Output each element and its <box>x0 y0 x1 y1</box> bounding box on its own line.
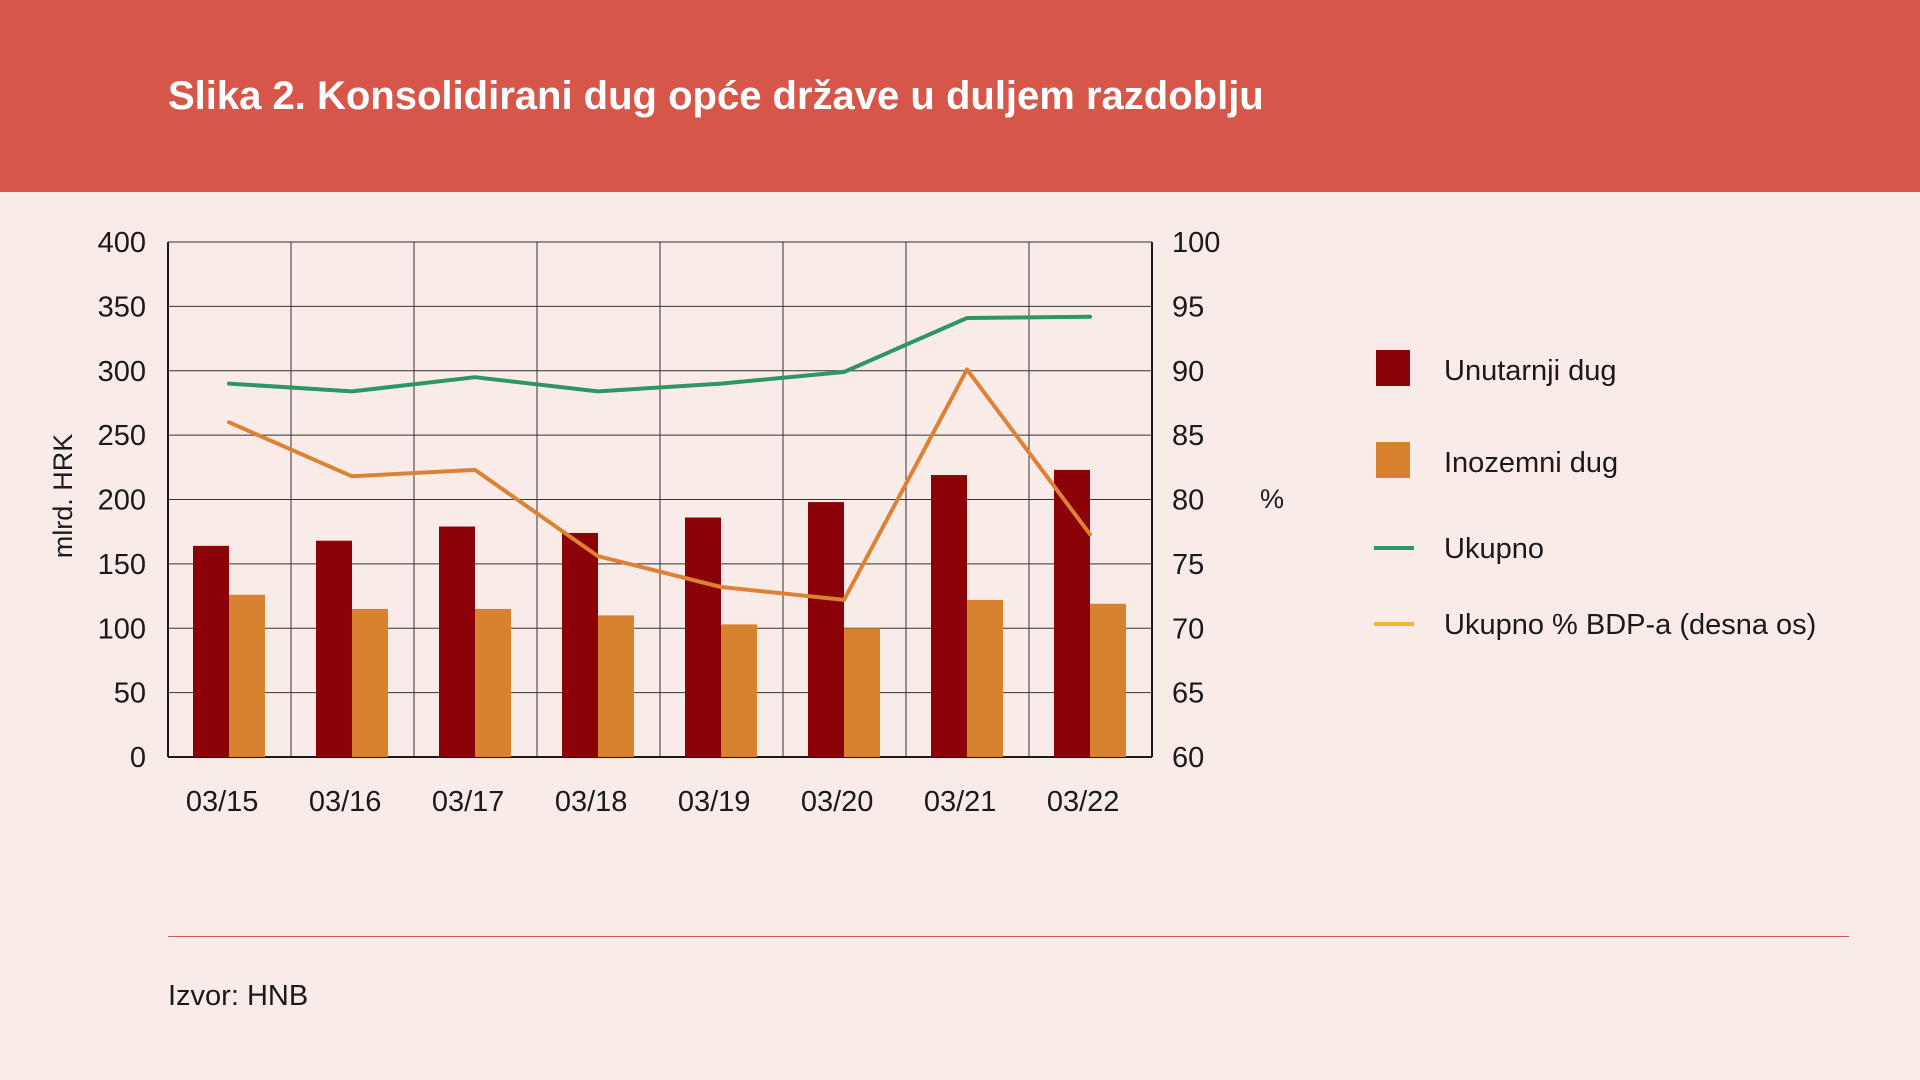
y-tick-right: 65 <box>1172 678 1204 710</box>
bar-domestic <box>316 540 352 757</box>
bar-domestic <box>1054 469 1090 757</box>
legend-label: Ukupno <box>1444 533 1544 565</box>
bar-domestic <box>685 517 721 757</box>
y-tick-left: 200 <box>98 485 146 517</box>
x-tick-label: 03/18 <box>555 786 628 818</box>
legend-swatch <box>1376 350 1410 386</box>
bar-foreign <box>1090 603 1126 757</box>
y-tick-right: 80 <box>1172 485 1204 517</box>
y-tick-left: 250 <box>98 420 146 452</box>
legend-label: Inozemni dug <box>1444 447 1618 479</box>
line-total-pct <box>227 367 1092 602</box>
y-tick-left: 300 <box>98 356 146 388</box>
bar-domestic <box>562 532 598 757</box>
debt-chart: 0 60 50 65 100 70 150 75 200 80 250 85 300 90 350 95 400… <box>48 227 1816 818</box>
bar-domestic <box>931 475 967 757</box>
y-axis-left-title: mlrd. HRK <box>48 434 78 559</box>
x-tick-label: 03/21 <box>924 786 997 818</box>
x-tick-label: 03/16 <box>309 786 382 818</box>
x-tick-label: 03/17 <box>432 786 505 818</box>
x-tick-label: 03/15 <box>186 786 259 818</box>
y-tick-left: 50 <box>114 678 146 710</box>
y-tick-left: 400 <box>98 227 146 259</box>
x-tick-label: 03/22 <box>1047 786 1120 818</box>
tick-labels: 0 60 50 65 100 70 150 75 200 80 250 85 300 90 350 95 400… <box>98 227 1221 818</box>
title-banner: Slika 2. Konsolidirani dug opće države u… <box>0 0 1920 192</box>
y-tick-right: 95 <box>1172 291 1204 323</box>
line-total <box>227 314 1092 394</box>
legend-swatch <box>1376 442 1410 478</box>
bar-domestic <box>808 502 844 757</box>
x-tick-label: 03/19 <box>678 786 751 818</box>
y-tick-right: 60 <box>1172 742 1204 774</box>
bar-foreign <box>475 608 511 757</box>
y-tick-right: 70 <box>1172 613 1204 645</box>
legend: Unutarnji dug Inozemni dug Ukupno Ukupno % … <box>1374 350 1816 641</box>
y-tick-left: 350 <box>98 291 146 323</box>
x-tick-label: 03/20 <box>801 786 874 818</box>
bar-domestic <box>193 545 229 757</box>
legend-label: Unutarnji dug <box>1444 355 1617 387</box>
y-tick-left: 0 <box>130 742 146 774</box>
bar-foreign <box>721 624 757 757</box>
bar-foreign <box>352 608 388 757</box>
lines <box>227 314 1092 602</box>
y-tick-right: 100 <box>1172 227 1220 259</box>
y-tick-right: 85 <box>1172 420 1204 452</box>
bar-foreign <box>967 599 1003 757</box>
bar-foreign <box>229 594 265 757</box>
bar-foreign <box>598 615 634 757</box>
bar-foreign <box>844 628 880 757</box>
y-axis-right-title: % <box>1260 484 1284 514</box>
page-title: Slika 2. Konsolidirani dug opće države u… <box>168 74 1264 118</box>
bar-domestic <box>439 526 475 757</box>
y-tick-left: 100 <box>98 613 146 645</box>
divider <box>168 936 1849 937</box>
bars <box>193 469 1126 757</box>
y-tick-right: 75 <box>1172 549 1204 581</box>
y-tick-right: 90 <box>1172 356 1204 388</box>
y-tick-left: 150 <box>98 549 146 581</box>
legend-label: Ukupno % BDP-a (desna os) <box>1444 609 1816 641</box>
source-note: Izvor: HNB <box>168 980 309 1012</box>
